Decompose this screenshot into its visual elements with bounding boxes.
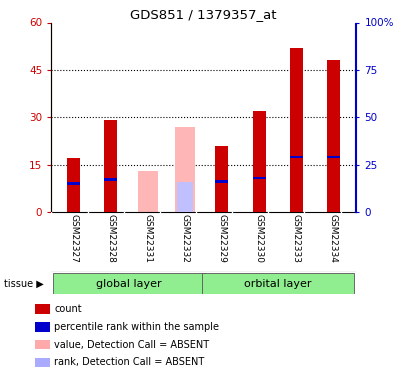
Bar (327, 156, 340, 158)
Bar (67, 182, 80, 185)
Text: GSM22330: GSM22330 (254, 214, 263, 262)
Bar (216, 180, 228, 183)
Text: tissue ▶: tissue ▶ (4, 279, 44, 289)
Text: GSM22331: GSM22331 (143, 214, 152, 262)
Text: count: count (55, 304, 82, 314)
Bar (290, 48, 303, 212)
Bar (104, 178, 117, 181)
Text: GSM22333: GSM22333 (292, 214, 301, 262)
Text: GSM22328: GSM22328 (106, 214, 115, 262)
Text: global layer: global layer (96, 279, 162, 289)
Text: GSM22329: GSM22329 (218, 214, 226, 262)
Bar (67, 158, 80, 212)
Bar (104, 120, 117, 212)
Bar (35, 322, 49, 332)
Bar (216, 146, 228, 212)
Bar (290, 156, 303, 158)
Bar (53, 273, 205, 294)
Bar (252, 177, 265, 179)
Text: orbital layer: orbital layer (244, 279, 311, 289)
Bar (252, 111, 265, 212)
Title: GDS851 / 1379357_at: GDS851 / 1379357_at (130, 8, 276, 21)
Bar (35, 304, 49, 314)
Bar (35, 357, 49, 367)
Text: rank, Detection Call = ABSENT: rank, Detection Call = ABSENT (55, 357, 205, 368)
Bar (35, 340, 49, 350)
Bar (177, 182, 192, 212)
Bar (201, 273, 354, 294)
Text: value, Detection Call = ABSENT: value, Detection Call = ABSENT (55, 339, 209, 350)
Text: GSM22332: GSM22332 (181, 214, 189, 262)
Bar (327, 60, 340, 212)
Text: GSM22334: GSM22334 (329, 214, 338, 262)
Text: GSM22327: GSM22327 (69, 214, 78, 262)
Text: percentile rank within the sample: percentile rank within the sample (55, 322, 219, 332)
Bar (137, 171, 158, 212)
Bar (175, 127, 195, 212)
